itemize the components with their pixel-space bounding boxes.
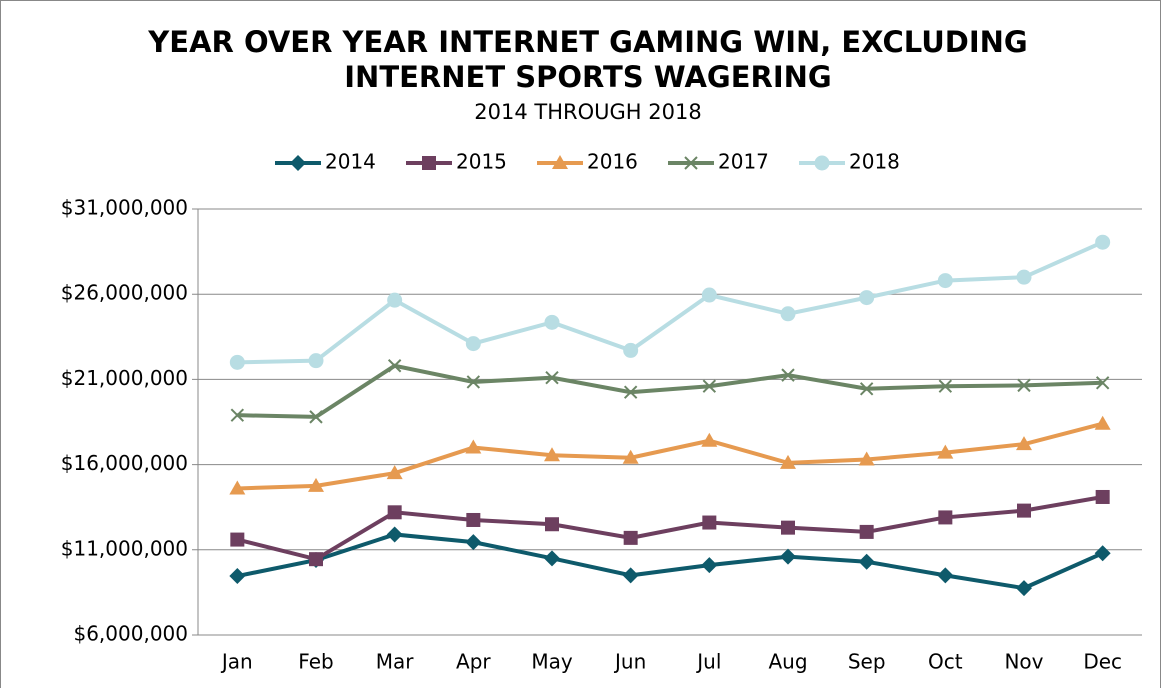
series-line (236, 495, 1104, 562)
marker (466, 512, 481, 527)
marker (544, 447, 560, 462)
marker (623, 385, 638, 399)
chart-title-line: YEAR OVER YEAR INTERNET GAMING WIN, EXCL… (147, 25, 1027, 59)
x-tick-label: May (531, 650, 573, 674)
marker (309, 410, 323, 424)
legend-marker (684, 156, 698, 170)
marker (386, 465, 403, 480)
y-tick-label: $16,000,000 (61, 451, 188, 475)
marker (1017, 378, 1031, 393)
marker (229, 480, 246, 495)
legend-label: 2015 (456, 150, 507, 174)
series-line (237, 240, 1104, 365)
marker (858, 553, 875, 570)
marker (859, 382, 874, 396)
x-tick-label: Nov (1004, 650, 1043, 674)
marker (859, 524, 874, 539)
marker (1016, 436, 1032, 451)
series-line (237, 363, 1103, 419)
marker (465, 439, 482, 454)
marker (1094, 545, 1111, 562)
x-tick-label: Dec (1083, 650, 1122, 674)
marker (230, 408, 245, 422)
marker (465, 336, 481, 352)
marker (386, 526, 403, 543)
marker (780, 306, 796, 322)
marker (780, 548, 796, 565)
marker (1095, 234, 1111, 250)
y-tick-label: $21,000,000 (61, 366, 188, 390)
x-tick-label: Mar (376, 650, 415, 674)
x-tick-label: Aug (768, 650, 807, 674)
legend-label: 2014 (325, 150, 376, 174)
chart-title-line: INTERNET SPORTS WAGERING (344, 60, 831, 94)
marker (1095, 376, 1110, 390)
marker (859, 290, 875, 306)
marker (701, 557, 718, 574)
legend-marker (814, 155, 830, 171)
marker (702, 379, 717, 393)
marker (701, 432, 718, 447)
marker (780, 454, 796, 469)
marker (623, 530, 638, 545)
marker (623, 342, 639, 358)
marker (308, 353, 324, 369)
marker (938, 510, 953, 525)
marker (1094, 415, 1111, 430)
legend-marker (422, 156, 436, 170)
marker (308, 477, 324, 492)
marker (622, 449, 639, 464)
marker (544, 314, 560, 330)
marker (937, 567, 954, 584)
marker (1017, 503, 1031, 518)
x-tick-label: Apr (456, 650, 491, 674)
y-tick-label: $31,000,000 (61, 196, 188, 220)
marker (387, 359, 402, 373)
x-tick-label: Jan (220, 650, 253, 674)
marker (230, 532, 245, 547)
series-line (236, 532, 1104, 591)
legend-label: 2016 (587, 150, 638, 174)
y-tick-label: $6,000,000 (73, 622, 188, 646)
marker (937, 444, 954, 459)
x-tick-label: Jul (695, 650, 721, 674)
marker (1095, 489, 1110, 504)
marker (937, 273, 953, 289)
marker (387, 505, 402, 520)
marker (229, 354, 245, 370)
y-tick-label: $26,000,000 (61, 281, 188, 305)
marker (858, 451, 875, 466)
x-tick-label: Oct (928, 650, 963, 674)
marker (387, 292, 403, 308)
x-tick-label: Jun (613, 650, 646, 674)
marker (938, 379, 953, 393)
series-line (237, 421, 1104, 491)
x-tick-label: Feb (298, 650, 333, 674)
x-tick-label: Sep (848, 650, 886, 674)
marker (544, 550, 560, 567)
marker (1016, 269, 1032, 285)
marker (701, 287, 717, 303)
marker (1016, 580, 1032, 597)
marker (545, 517, 559, 532)
marker (466, 375, 481, 389)
marker (702, 515, 717, 530)
marker (781, 368, 795, 382)
marker (309, 552, 323, 567)
marker (465, 534, 482, 551)
legend-marker (552, 155, 568, 169)
legend-label: 2017 (718, 150, 769, 174)
marker (781, 520, 795, 535)
marker (545, 370, 559, 385)
marker (622, 567, 639, 584)
y-tick-label: $11,000,000 (61, 536, 188, 560)
chart-subtitle: 2014 THROUGH 2018 (474, 100, 701, 124)
legend-label: 2018 (849, 150, 900, 174)
marker (229, 568, 246, 585)
legend-marker (290, 155, 306, 171)
